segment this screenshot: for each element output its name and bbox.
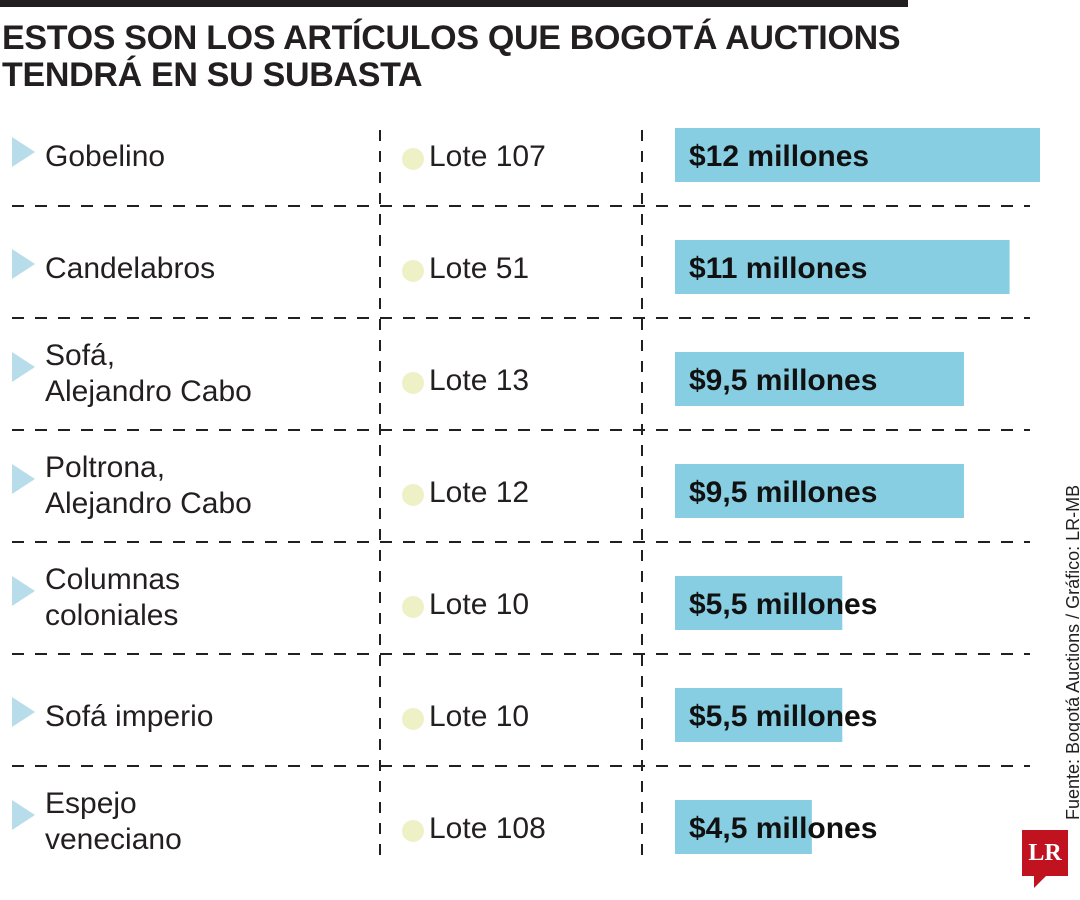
item-name: Gobelino xyxy=(45,140,165,173)
item-name: Sofá imperio xyxy=(45,700,213,733)
value-bar xyxy=(675,688,843,742)
value-bar xyxy=(675,576,843,630)
value-label: $12 millones xyxy=(689,140,869,173)
lot-dot-icon xyxy=(402,148,424,170)
value-bar xyxy=(675,800,812,854)
chart-title-line-2: TENDRÁ EN SU SUBASTA xyxy=(2,56,423,94)
value-bar xyxy=(675,240,1010,294)
row-marker-icon xyxy=(12,800,35,830)
lot-dot-icon xyxy=(402,820,424,842)
value-label: $9,5 millones xyxy=(689,364,877,397)
lot-label: Lote 108 xyxy=(429,812,546,845)
row-marker-icon xyxy=(12,464,35,494)
chart-title-line-1: ESTOS SON LOS ARTÍCULOS QUE BOGOTÁ AUCTI… xyxy=(2,19,901,57)
item-name: Poltrona, Alejandro Cabo xyxy=(45,451,252,520)
lot-label: Lote 13 xyxy=(429,364,529,397)
value-bar xyxy=(675,128,1040,182)
lot-dot-icon xyxy=(402,708,424,730)
value-label: $11 millones xyxy=(689,252,867,285)
lot-label: Lote 10 xyxy=(429,588,529,621)
lot-label: Lote 107 xyxy=(429,140,546,173)
value-bar xyxy=(675,352,964,406)
lot-dot-icon xyxy=(402,372,424,394)
row-marker-icon xyxy=(12,137,35,167)
value-label: $5,5 millones xyxy=(689,700,877,733)
title-rule xyxy=(0,0,908,7)
item-name: Sofá, Alejandro Cabo xyxy=(45,339,252,408)
row-marker-icon xyxy=(12,697,35,727)
lot-label: Lote 10 xyxy=(429,700,529,733)
value-label: $4,5 millones xyxy=(689,812,877,845)
item-name: Candelabros xyxy=(45,252,215,285)
value-label: $5,5 millones xyxy=(689,588,877,621)
lot-label: Lote 12 xyxy=(429,476,529,509)
chart-title: ESTOS SON LOS ARTÍCULOS QUE BOGOTÁ AUCTI… xyxy=(2,20,1002,94)
value-bar xyxy=(675,464,964,518)
lot-label: Lote 51 xyxy=(429,252,529,285)
row-marker-icon xyxy=(12,249,35,279)
value-label: $9,5 millones xyxy=(689,476,877,509)
lr-logo-tail xyxy=(1034,876,1046,888)
item-name: Espejo veneciano xyxy=(45,787,182,856)
source-credit: Fuente: Bogotá Auctions / Gráfico: LR-MB xyxy=(1063,484,1080,820)
lot-dot-icon xyxy=(402,596,424,618)
item-name: Columnas coloniales xyxy=(45,563,180,632)
lot-dot-icon xyxy=(402,260,424,282)
lr-logo: LR xyxy=(1022,830,1068,876)
row-marker-icon xyxy=(12,352,35,382)
lot-dot-icon xyxy=(402,484,424,506)
row-marker-icon xyxy=(12,576,35,606)
